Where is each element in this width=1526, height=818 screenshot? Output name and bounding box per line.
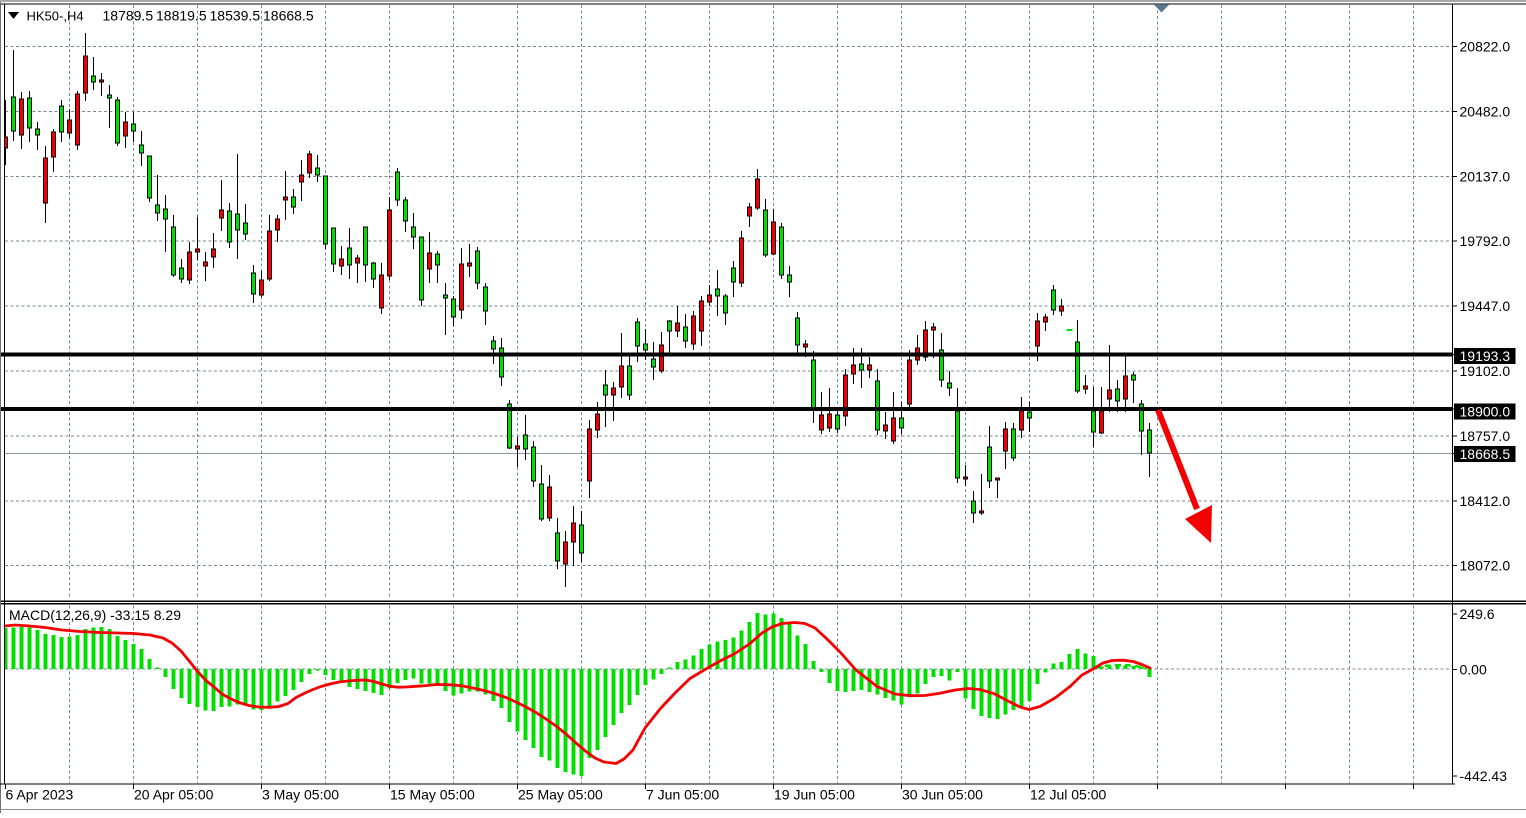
svg-text:MACD(12,26,9) -33.15 8.29: MACD(12,26,9) -33.15 8.29: [9, 607, 181, 623]
svg-text:18819.5: 18819.5: [156, 8, 207, 24]
svg-text:20137.0: 20137.0: [1460, 168, 1511, 184]
svg-text:0.00: 0.00: [1460, 662, 1487, 678]
svg-text:18412.0: 18412.0: [1460, 493, 1511, 509]
svg-text:20482.0: 20482.0: [1460, 103, 1511, 119]
svg-text:18789.5: 18789.5: [103, 8, 154, 24]
svg-text:19 Jun 05:00: 19 Jun 05:00: [774, 787, 855, 803]
svg-text:18757.0: 18757.0: [1460, 428, 1511, 444]
svg-text:6 Apr 2023: 6 Apr 2023: [6, 787, 74, 803]
svg-text:HK50-,H4: HK50-,H4: [27, 9, 84, 24]
svg-text:18539.5: 18539.5: [210, 8, 261, 24]
svg-text:12 Jul 05:00: 12 Jul 05:00: [1030, 787, 1106, 803]
svg-text:18668.5: 18668.5: [263, 8, 314, 24]
svg-text:249.6: 249.6: [1460, 606, 1495, 622]
svg-text:18668.5: 18668.5: [1460, 446, 1511, 462]
svg-text:15 May 05:00: 15 May 05:00: [390, 787, 475, 803]
svg-text:30 Jun 05:00: 30 Jun 05:00: [902, 787, 983, 803]
svg-text:3 May 05:00: 3 May 05:00: [262, 787, 339, 803]
svg-text:20822.0: 20822.0: [1460, 39, 1511, 55]
svg-text:25 May 05:00: 25 May 05:00: [518, 787, 603, 803]
svg-text:-442.43: -442.43: [1460, 768, 1508, 784]
svg-text:20 Apr 05:00: 20 Apr 05:00: [134, 787, 214, 803]
svg-text:19102.0: 19102.0: [1460, 363, 1511, 379]
svg-text:19792.0: 19792.0: [1460, 233, 1511, 249]
svg-text:7 Jun 05:00: 7 Jun 05:00: [646, 787, 719, 803]
svg-text:19447.0: 19447.0: [1460, 298, 1511, 314]
svg-text:18900.0: 18900.0: [1460, 403, 1511, 419]
svg-text:19193.3: 19193.3: [1460, 348, 1511, 364]
svg-text:18072.0: 18072.0: [1460, 558, 1511, 574]
